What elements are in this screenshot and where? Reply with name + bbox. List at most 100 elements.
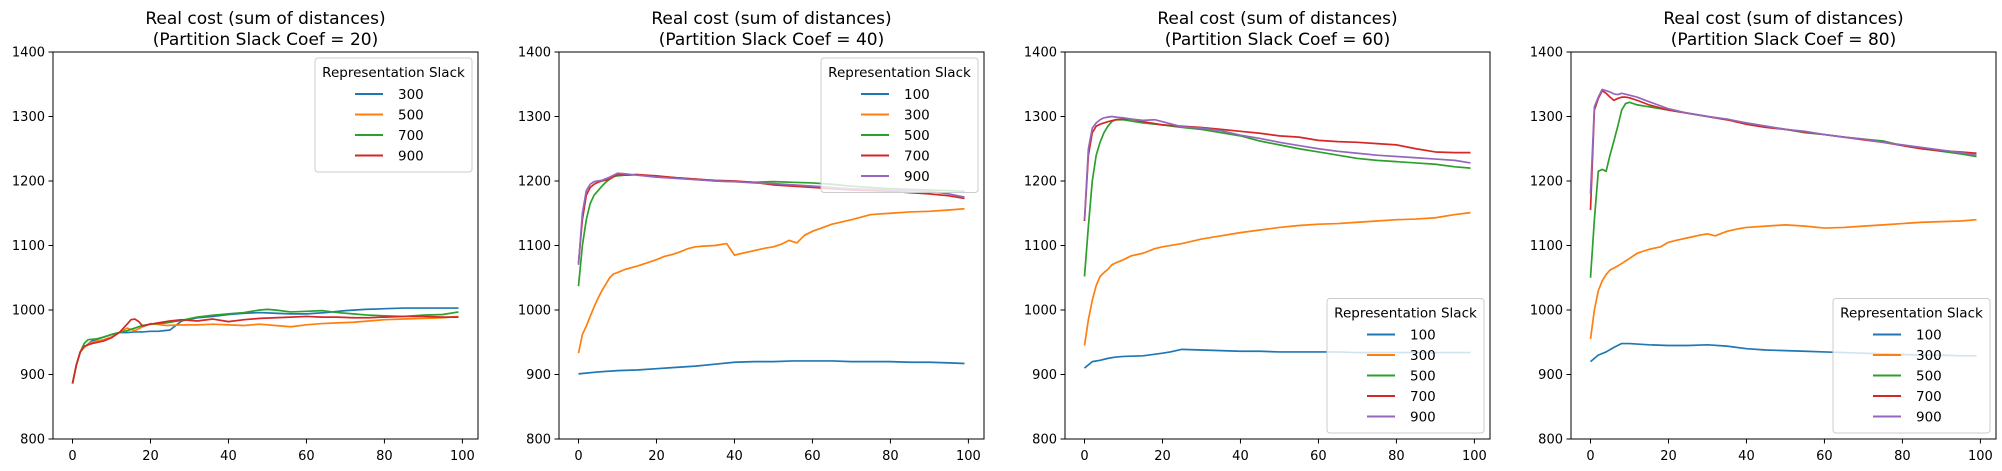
y-tick-label: 1300 xyxy=(1024,110,1057,125)
x-tick-label: 0 xyxy=(574,449,582,464)
chart-title-line-1: Real cost (sum of distances) xyxy=(651,9,891,29)
chart-panel-3: Real cost (sum of distances)(Partition S… xyxy=(1024,9,1491,464)
x-tick-label: 100 xyxy=(1462,449,1487,464)
y-tick-label: 1000 xyxy=(12,304,45,319)
series-line-700 xyxy=(1083,118,1471,222)
y-tick-label: 800 xyxy=(1032,433,1057,448)
y-tick-label: 1200 xyxy=(1024,175,1057,190)
x-tick-label: 80 xyxy=(1894,449,1911,464)
legend-label-900: 900 xyxy=(1916,410,1942,426)
x-tick-label: 20 xyxy=(142,449,159,464)
x-tick-label: 20 xyxy=(1154,449,1171,464)
legend-label-100: 100 xyxy=(904,87,930,103)
y-tick-label: 1100 xyxy=(1530,239,1563,254)
legend-box xyxy=(314,57,473,173)
series-line-700 xyxy=(1589,89,1977,211)
legend-title: Representation Slack xyxy=(828,65,971,81)
x-tick-label: 40 xyxy=(1738,449,1755,464)
series-line-300 xyxy=(577,207,965,354)
y-tick-label: 1100 xyxy=(1024,239,1057,254)
legend-label-100: 100 xyxy=(1410,328,1436,344)
x-tick-label: 80 xyxy=(376,449,393,464)
y-tick-label: 900 xyxy=(20,368,45,383)
x-tick-label: 100 xyxy=(450,449,475,464)
legend-title: Representation Slack xyxy=(1334,306,1477,322)
chart-panel-1: Real cost (sum of distances)(Partition S… xyxy=(12,9,479,464)
legend-label-300: 300 xyxy=(1410,348,1436,364)
chart-panel-2: Real cost (sum of distances)(Partition S… xyxy=(518,9,985,464)
legend-label-100: 100 xyxy=(1916,328,1942,344)
y-tick-label: 900 xyxy=(1032,368,1057,383)
chart-title-line-1: Real cost (sum of distances) xyxy=(1663,9,1903,29)
chart-title-line-1: Real cost (sum of distances) xyxy=(145,9,385,29)
series-line-700 xyxy=(71,308,459,384)
series-line-300 xyxy=(1083,211,1471,346)
chart-title-line-1: Real cost (sum of distances) xyxy=(1157,9,1397,29)
y-tick-label: 1300 xyxy=(12,110,45,125)
legend-label-700: 700 xyxy=(1410,389,1436,405)
legend: Representation Slack 100 300 500 700 900 xyxy=(1832,298,1991,434)
x-tick-label: 80 xyxy=(882,449,899,464)
y-tick-label: 1400 xyxy=(12,46,45,61)
legend-label-900: 900 xyxy=(398,149,424,165)
chart-panel-4: Real cost (sum of distances)(Partition S… xyxy=(1530,9,1997,464)
legend-title: Representation Slack xyxy=(1840,306,1983,322)
legend-label-900: 900 xyxy=(1410,410,1436,426)
y-tick-label: 1000 xyxy=(1530,304,1563,319)
chart-title-line-2: (Partition Slack Coef = 80) xyxy=(1671,30,1896,50)
legend-box xyxy=(1326,298,1485,434)
series-line-900 xyxy=(1589,88,1977,194)
legend-box xyxy=(1832,298,1991,434)
series-line-900 xyxy=(71,315,459,384)
x-tick-label: 60 xyxy=(1310,449,1327,464)
legend-label-300: 300 xyxy=(398,87,424,103)
x-tick-label: 0 xyxy=(68,449,76,464)
y-tick-label: 800 xyxy=(20,433,45,448)
x-tick-label: 0 xyxy=(1080,449,1088,464)
legend-title: Representation Slack xyxy=(322,65,465,81)
legend: Representation Slack 100 300 500 700 900 xyxy=(820,57,979,193)
x-tick-label: 40 xyxy=(220,449,237,464)
y-tick-label: 800 xyxy=(1538,433,1563,448)
x-tick-label: 20 xyxy=(648,449,665,464)
x-tick-label: 40 xyxy=(1232,449,1249,464)
x-tick-label: 60 xyxy=(804,449,821,464)
y-tick-label: 1000 xyxy=(518,304,551,319)
chart-title-line-2: (Partition Slack Coef = 20) xyxy=(153,30,378,50)
legend-label-500: 500 xyxy=(1916,369,1942,385)
x-tick-label: 20 xyxy=(1660,449,1677,464)
x-tick-label: 80 xyxy=(1388,449,1405,464)
y-tick-label: 1000 xyxy=(1024,304,1057,319)
series-line-500 xyxy=(1083,118,1471,277)
legend-label-300: 300 xyxy=(904,108,930,124)
chart-title-line-2: (Partition Slack Coef = 60) xyxy=(1165,30,1390,50)
x-tick-label: 60 xyxy=(298,449,315,464)
x-tick-label: 100 xyxy=(1968,449,1993,464)
legend-label-500: 500 xyxy=(398,108,424,124)
y-tick-label: 1400 xyxy=(518,46,551,61)
legend-label-700: 700 xyxy=(904,149,930,165)
y-tick-label: 1100 xyxy=(12,239,45,254)
y-tick-label: 1100 xyxy=(518,239,551,254)
x-tick-label: 100 xyxy=(956,449,981,464)
series-line-300 xyxy=(1589,218,1977,340)
y-tick-label: 800 xyxy=(526,433,551,448)
y-tick-label: 1200 xyxy=(518,175,551,190)
y-tick-label: 1200 xyxy=(1530,175,1563,190)
y-tick-label: 1200 xyxy=(12,175,45,190)
series-line-100 xyxy=(578,360,965,375)
legend-label-300: 300 xyxy=(1916,348,1942,364)
y-tick-label: 900 xyxy=(526,368,551,383)
series-line-500 xyxy=(71,315,459,384)
legend: Representation Slack 300 500 700 900 xyxy=(314,57,473,173)
legend-label-900: 900 xyxy=(904,169,930,185)
legend-label-500: 500 xyxy=(904,128,930,144)
x-tick-label: 0 xyxy=(1586,449,1594,464)
y-tick-label: 1400 xyxy=(1024,46,1057,61)
y-tick-label: 1300 xyxy=(518,110,551,125)
legend-box xyxy=(820,57,979,193)
x-tick-label: 60 xyxy=(1816,449,1833,464)
legend-label-500: 500 xyxy=(1410,369,1436,385)
legend-label-700: 700 xyxy=(398,128,424,144)
